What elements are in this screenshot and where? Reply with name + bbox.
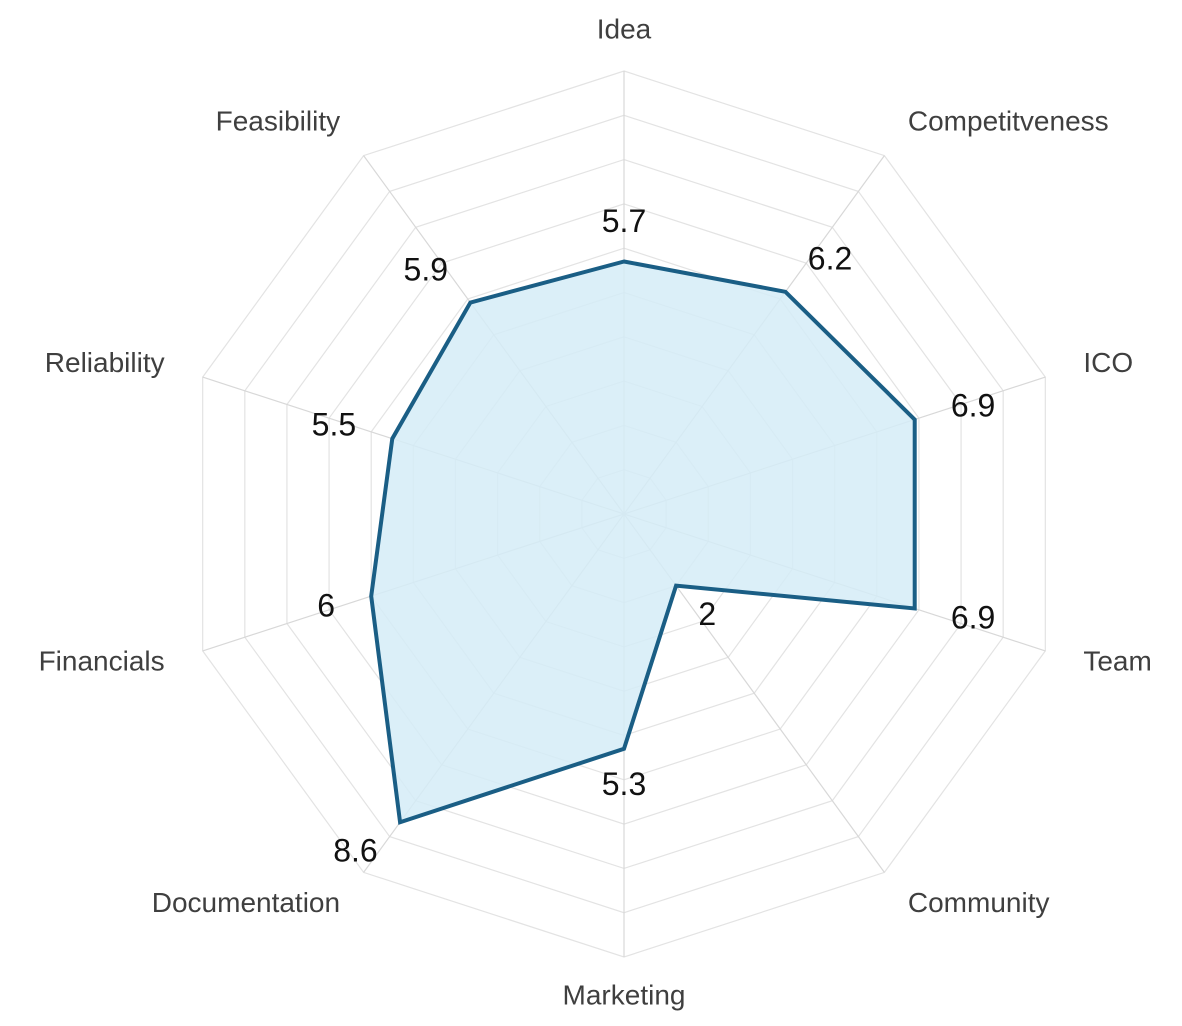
axis-label-layer: Idea Competitveness ICO Team Community Market…: [39, 13, 1152, 1010]
data-label-community: 2: [698, 596, 716, 632]
axis-label-documentation: Documentation: [152, 887, 340, 918]
axis-label-financials: Financials: [39, 646, 165, 677]
data-label-idea: 5.7: [602, 203, 646, 239]
data-label-reliability: 5.5: [312, 406, 356, 442]
axis-label-ico: ICO: [1083, 347, 1133, 378]
axis-label-community: Community: [908, 887, 1050, 918]
data-label-documentation: 8.6: [333, 832, 377, 868]
data-label-competitveness: 6.2: [808, 241, 852, 277]
axis-label-feasibility: Feasibility: [216, 106, 340, 137]
axis-label-idea: Idea: [597, 13, 652, 44]
series-polygon: [369, 259, 917, 825]
data-label-financials: 6: [317, 587, 335, 623]
data-label-ico: 6.9: [951, 387, 995, 423]
data-label-team: 6.9: [951, 600, 995, 636]
axis-label-marketing: Marketing: [563, 979, 686, 1010]
series-layer: [369, 259, 917, 825]
axis-label-team: Team: [1083, 646, 1151, 677]
axis-label-competitveness: Competitveness: [908, 106, 1109, 137]
data-label-layer: 5.7 6.2 6.9 6.9 2 5.3 8.6 6 5.5 5.9: [312, 203, 996, 868]
data-label-feasibility: 5.9: [404, 251, 448, 287]
data-label-marketing: 5.3: [602, 766, 646, 802]
axis-label-reliability: Reliability: [45, 347, 165, 378]
